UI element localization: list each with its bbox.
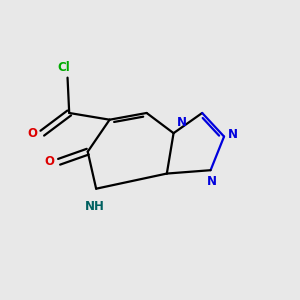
Text: O: O [27, 127, 37, 140]
Text: NH: NH [85, 200, 104, 214]
Text: Cl: Cl [58, 61, 70, 74]
Text: O: O [44, 155, 54, 168]
Text: N: N [207, 175, 217, 188]
Text: N: N [228, 128, 238, 141]
Text: N: N [177, 116, 187, 129]
